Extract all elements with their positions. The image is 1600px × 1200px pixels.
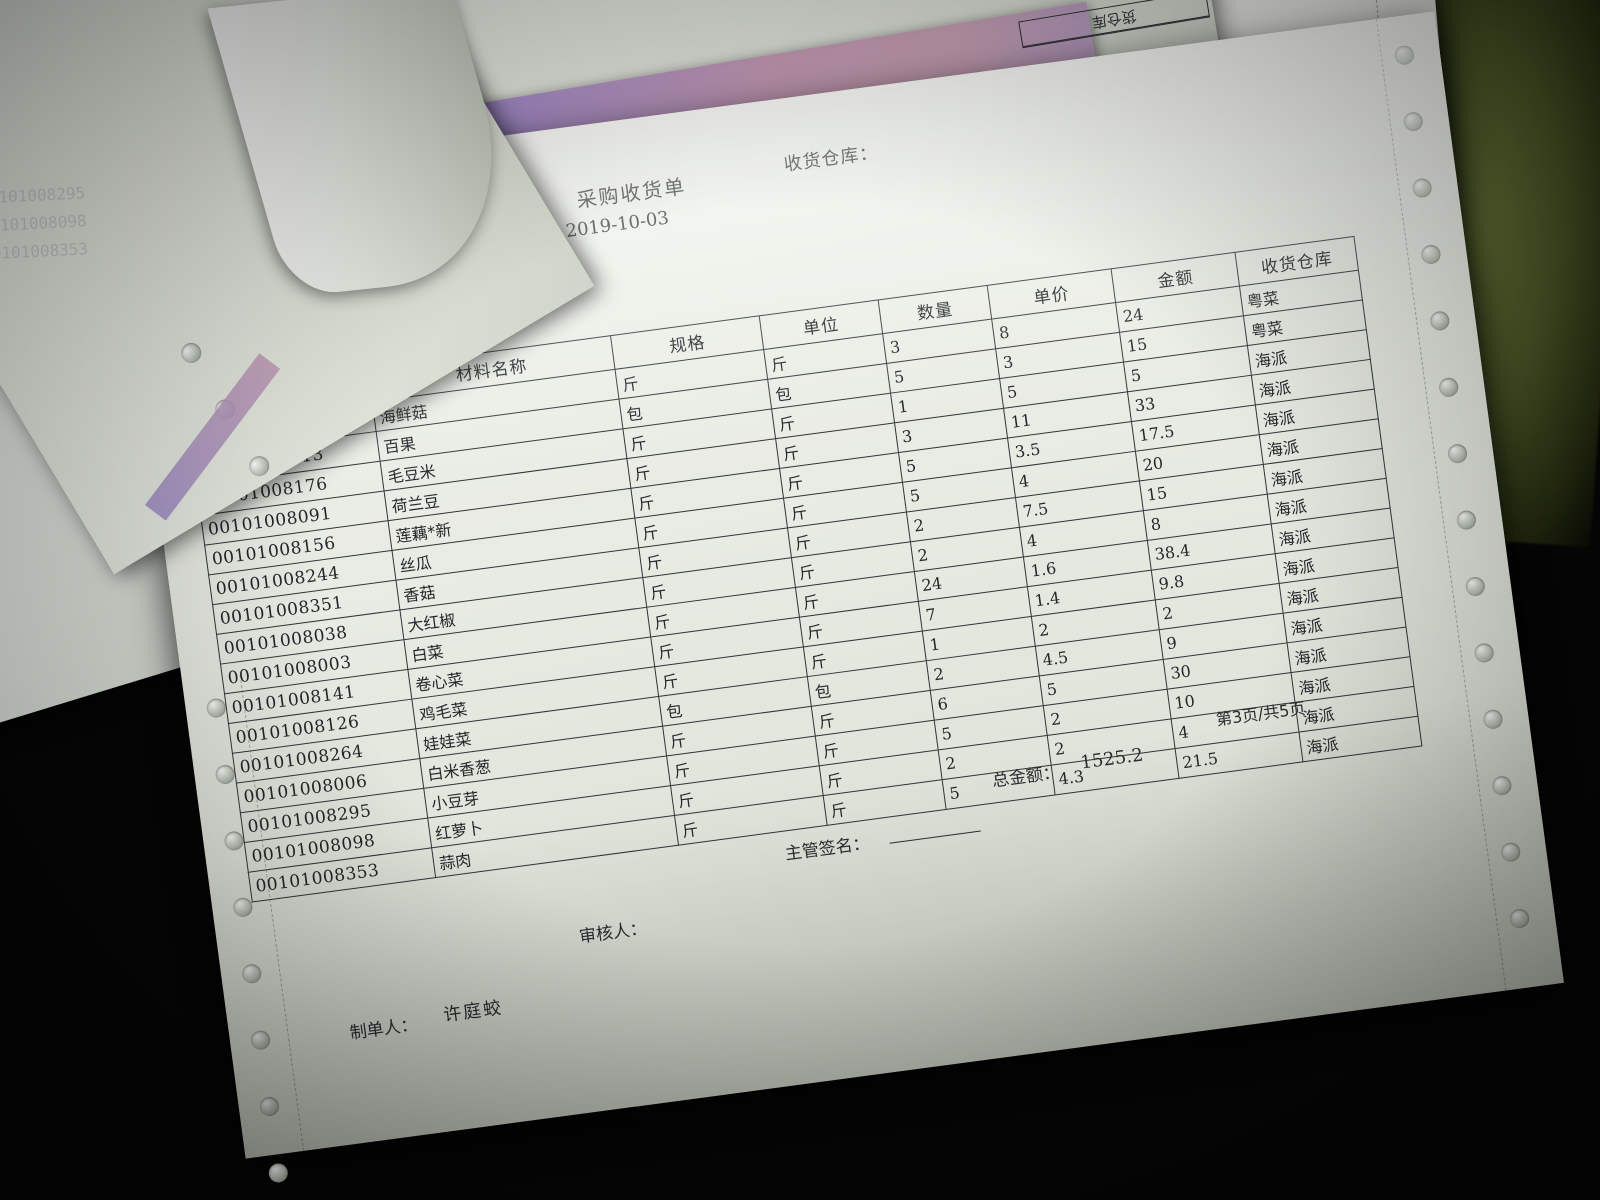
maker-name: 许庭蛟 [442, 997, 505, 1027]
auditor-label: 审核人： [578, 918, 649, 948]
page-title: 采购收货单 [575, 173, 688, 213]
supervisor-signature-label: 主管签名： [783, 833, 871, 865]
supervisor-signature-line [889, 830, 981, 844]
maker-label: 制单人： [348, 1014, 419, 1044]
warehouse-label: 收货仓库： [782, 142, 880, 176]
folded-sheet-perforations [177, 339, 297, 519]
